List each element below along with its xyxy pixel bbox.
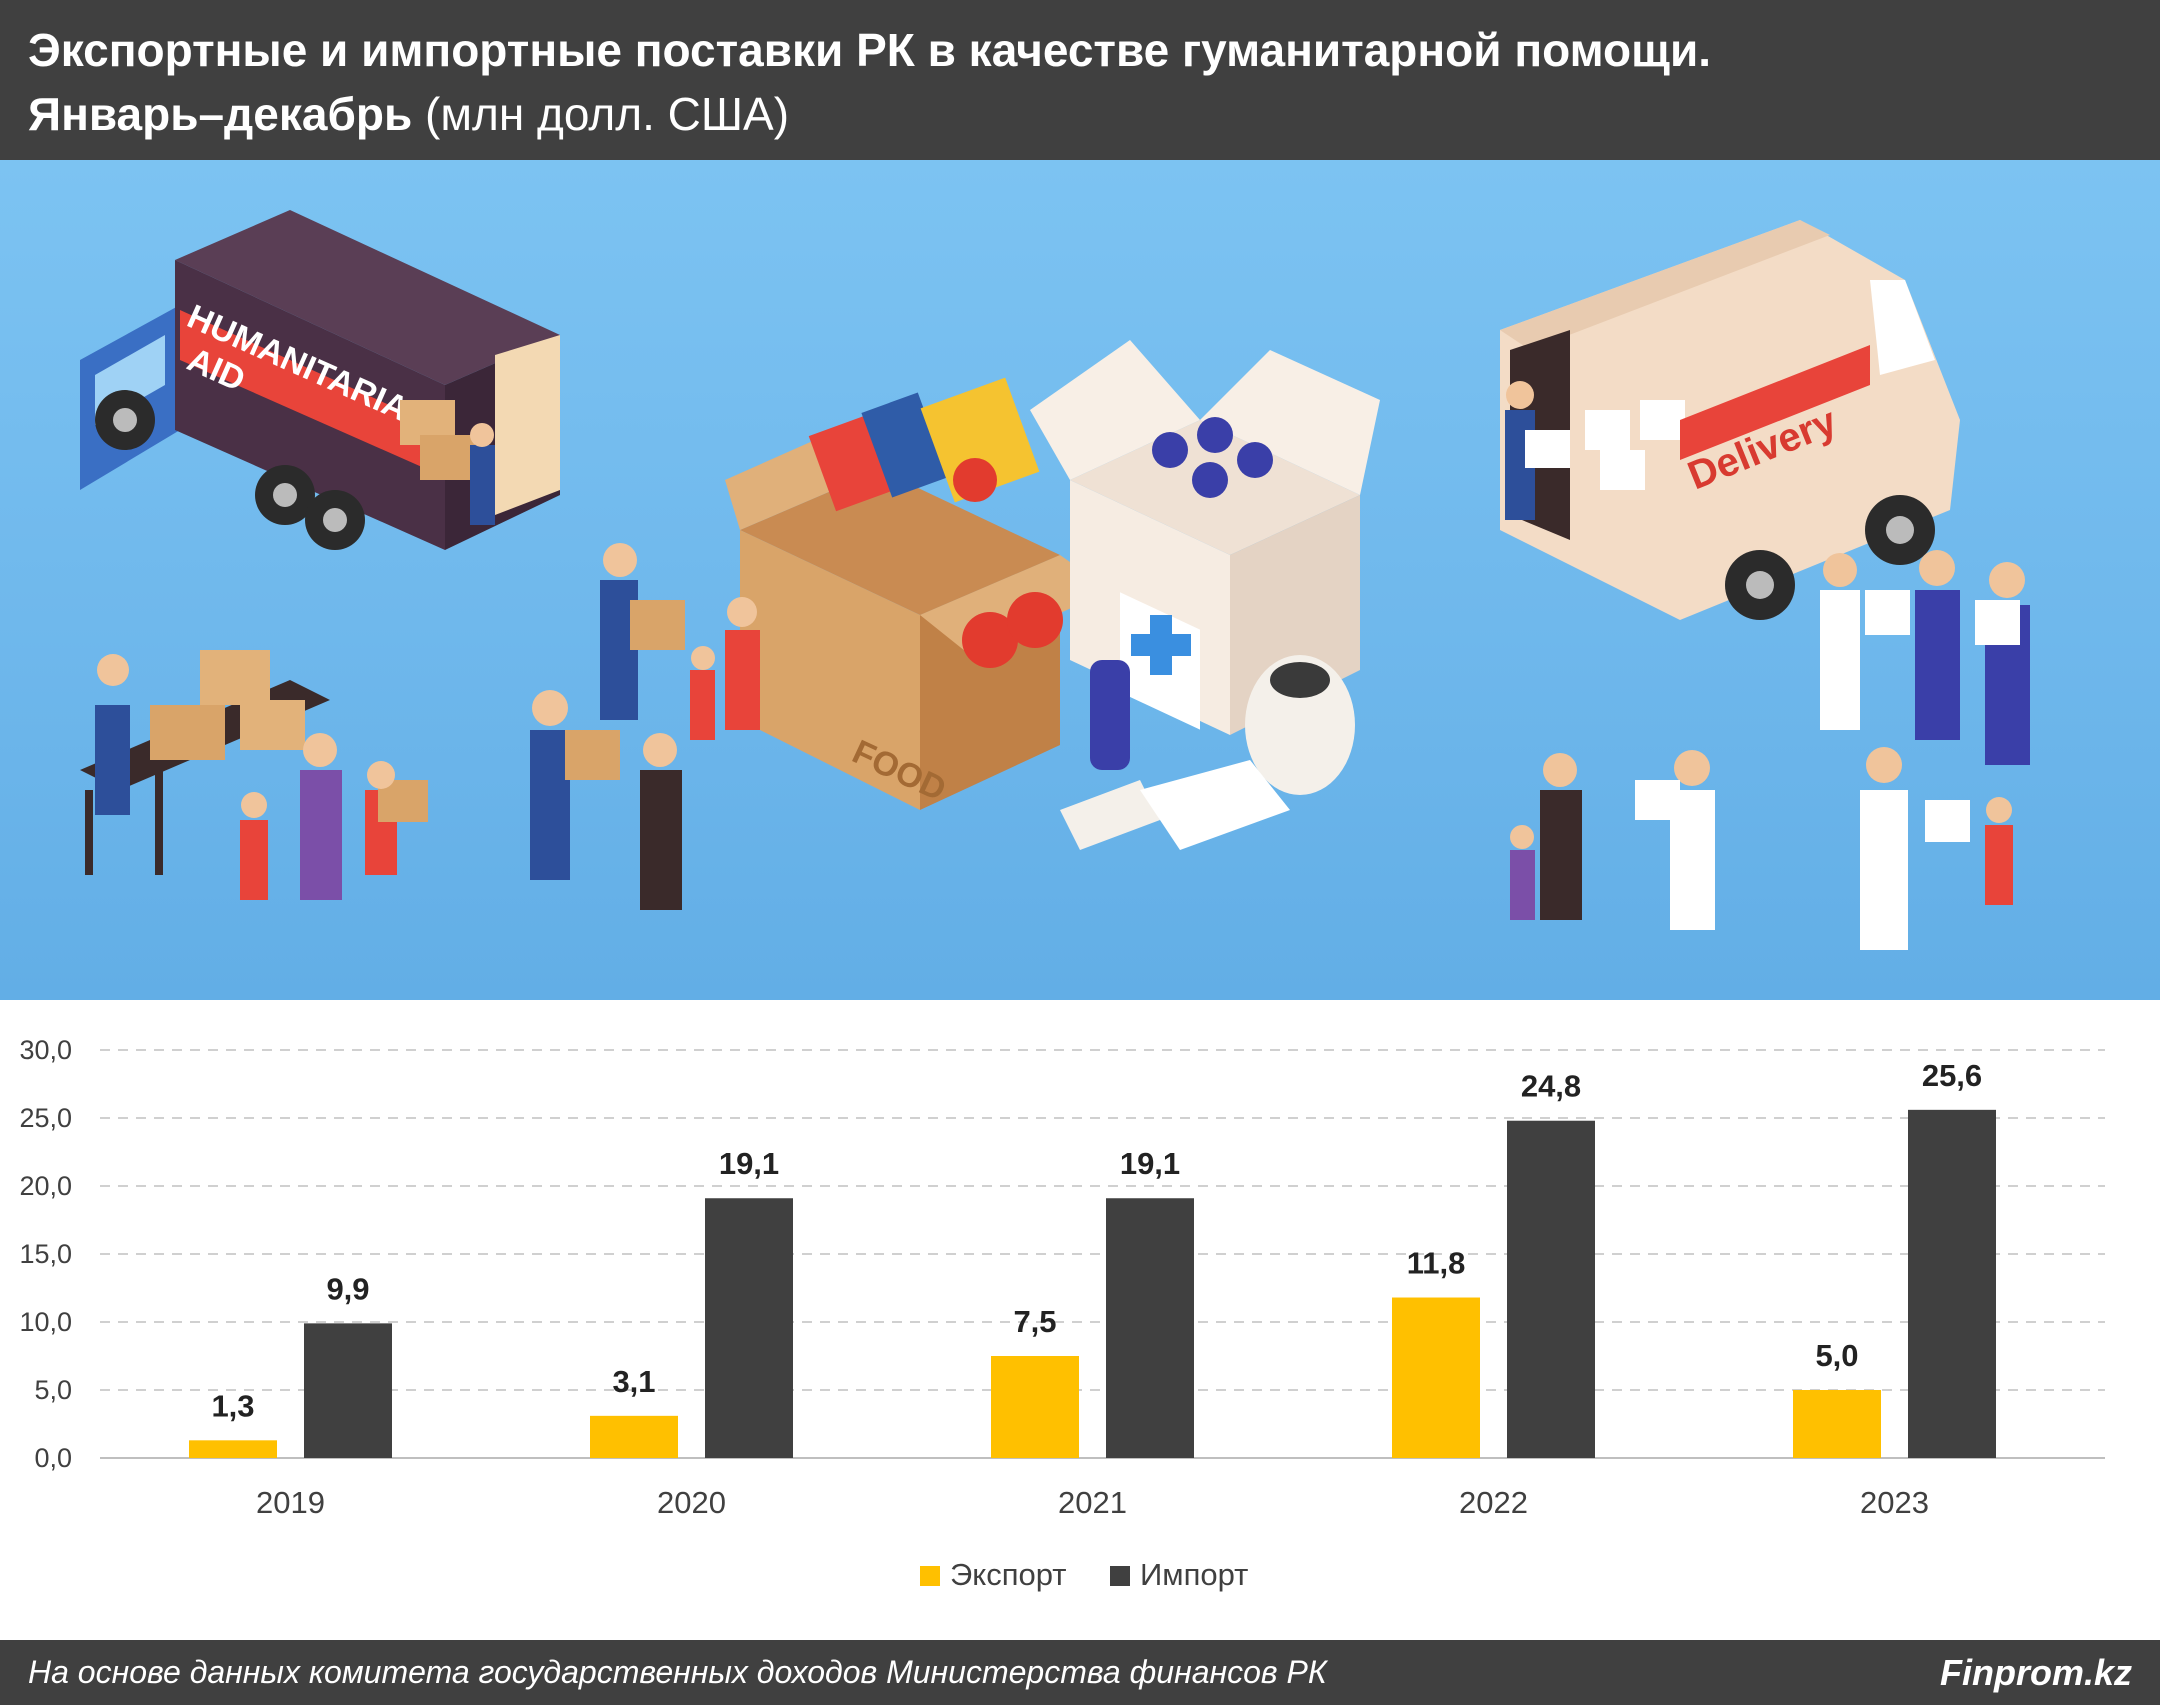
data-source-note: На основе данных комитета государственны… [28, 1654, 1327, 1690]
legend-swatch-export [920, 1566, 940, 1586]
food-box-illustration: FOOD [725, 377, 1110, 810]
bar-chart: 0,0 5,0 10,0 15,0 20,0 25,0 30,0 1,3 9,9 3,1 19,1… [0, 1000, 2160, 1640]
chart-header: Экспортные и импортные поставки РК в кач… [0, 0, 2160, 160]
chart-subtitle: Январь–декабрь (млн долл. США) [28, 82, 2132, 146]
bar-export-2022 [1392, 1297, 1480, 1458]
chart-unit: (млн долл. США) [425, 88, 790, 140]
x-tick-label: 2023 [1860, 1485, 1929, 1520]
x-tick-label: 2022 [1459, 1485, 1528, 1520]
bar-export-2019 [189, 1440, 277, 1458]
bar-import-2019 [304, 1323, 392, 1458]
medical-box-illustration [1030, 340, 1380, 850]
bar-chart-svg: 0,0 5,0 10,0 15,0 20,0 25,0 30,0 1,3 9,9 3,1 19,1… [19, 1035, 2105, 1592]
data-label-export-2022: 11,8 [1407, 1246, 1466, 1281]
illustration-art: HUMANITARIAN AID FOOD [80, 210, 2030, 950]
y-tick-label: 20,0 [19, 1171, 72, 1201]
data-labels: 1,3 9,9 3,1 19,1 7,5 19,1 11,8 24,8 5,0 25,6 [211, 1058, 1982, 1423]
x-tick-label: 2020 [657, 1485, 726, 1520]
bar-import-2021 [1106, 1198, 1194, 1458]
y-tick-label: 0,0 [34, 1443, 72, 1473]
bar-import-2023 [1908, 1109, 1996, 1458]
bar-import-2020 [705, 1198, 793, 1458]
y-tick-label: 15,0 [19, 1239, 72, 1269]
data-label-import-2021: 19,1 [1120, 1146, 1180, 1181]
brand-logo: Finprom.kz [1939, 1651, 2132, 1693]
legend-label-export: Экспорт [950, 1557, 1066, 1592]
x-axis: 2019 2020 2021 2022 2023 [256, 1485, 1929, 1520]
x-tick-label: 2021 [1058, 1485, 1127, 1520]
chart-title: Экспортные и импортные поставки РК в кач… [28, 24, 1711, 76]
legend-label-import: Импорт [1140, 1557, 1248, 1592]
data-label-import-2019: 9,9 [326, 1271, 369, 1306]
chart-footer: На основе данных комитета государственны… [0, 1640, 2160, 1705]
truck-illustration: HUMANITARIAN AID [80, 210, 560, 550]
data-label-export-2020: 3,1 [612, 1364, 655, 1399]
humanitarian-aid-illustration: HUMANITARIAN AID FOOD [0, 160, 2160, 1000]
volunteers-illustration [80, 543, 2030, 950]
y-tick-label: 5,0 [34, 1375, 72, 1405]
y-axis: 0,0 5,0 10,0 15,0 20,0 25,0 30,0 [19, 1035, 72, 1473]
y-tick-label: 10,0 [19, 1307, 72, 1337]
data-label-import-2023: 25,6 [1922, 1058, 1982, 1093]
data-label-export-2019: 1,3 [211, 1388, 254, 1423]
bar-export-2020 [590, 1415, 678, 1458]
data-label-export-2021: 7,5 [1013, 1304, 1056, 1339]
chart-period: Январь–декабрь [28, 88, 413, 140]
bar-export-2023 [1793, 1390, 1881, 1458]
legend: Экспорт Импорт [920, 1557, 1248, 1592]
data-label-export-2023: 5,0 [1815, 1338, 1858, 1373]
data-label-import-2020: 19,1 [719, 1146, 779, 1181]
y-tick-label: 30,0 [19, 1035, 72, 1065]
legend-swatch-import [1110, 1566, 1130, 1586]
data-label-import-2022: 24,8 [1521, 1069, 1581, 1104]
grid-lines [100, 1049, 2105, 1459]
bars [189, 1109, 1996, 1458]
bar-import-2022 [1507, 1120, 1595, 1458]
y-tick-label: 25,0 [19, 1103, 72, 1133]
x-tick-label: 2019 [256, 1485, 325, 1520]
delivery-van-illustration: Delivery [1500, 220, 1960, 620]
bar-export-2021 [991, 1356, 1079, 1458]
